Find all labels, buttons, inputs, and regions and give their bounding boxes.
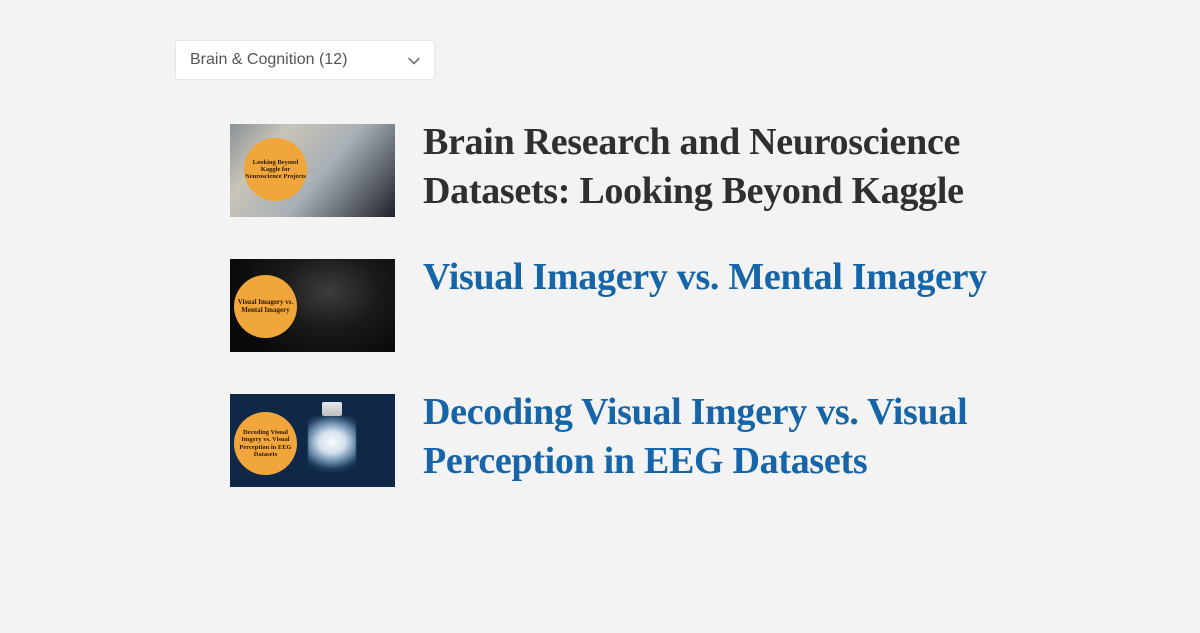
article-thumbnail[interactable]: Visual Imagery vs. Mental Imagery (230, 259, 395, 352)
category-dropdown[interactable]: Brain & Cognition (12) (175, 40, 435, 80)
article-row: Visual Imagery vs. Mental Imagery Visual… (175, 253, 1025, 352)
article-title[interactable]: Brain Research and Neuroscience Datasets… (423, 118, 1025, 215)
article-thumbnail[interactable]: Looking Beyond Kaggle for Neuroscience P… (230, 124, 395, 217)
lightbulb-icon (302, 402, 362, 480)
chevron-down-icon (408, 52, 420, 68)
article-title[interactable]: Visual Imagery vs. Mental Imagery (423, 253, 987, 302)
article-thumbnail[interactable]: Decoding Visual Imgery vs. Visual Percep… (230, 394, 395, 487)
article-title[interactable]: Decoding Visual Imgery vs. Visual Percep… (423, 388, 1025, 485)
dropdown-selected-label: Brain & Cognition (12) (190, 51, 347, 69)
article-row: Looking Beyond Kaggle for Neuroscience P… (175, 118, 1025, 217)
thumbnail-badge: Decoding Visual Imgery vs. Visual Percep… (234, 412, 297, 475)
thumbnail-badge: Visual Imagery vs. Mental Imagery (234, 275, 297, 338)
thumbnail-badge: Looking Beyond Kaggle for Neuroscience P… (244, 138, 307, 201)
article-row: Decoding Visual Imgery vs. Visual Percep… (175, 388, 1025, 487)
